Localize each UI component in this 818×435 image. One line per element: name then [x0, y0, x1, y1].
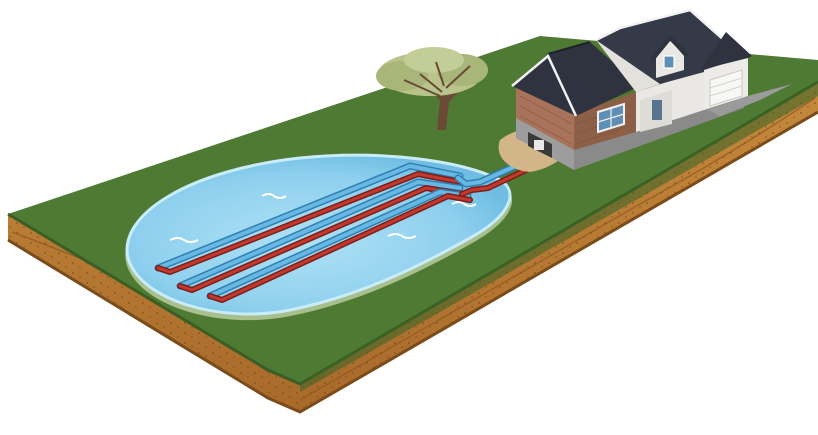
tree-branches	[403, 61, 471, 97]
wave-mark-3	[261, 193, 287, 199]
front-window-mullion	[597, 108, 625, 128]
garage-roof	[700, 32, 752, 70]
dormer-window	[663, 55, 675, 69]
house-foundation-side	[574, 92, 744, 170]
brick-course-2	[519, 105, 573, 135]
dormer-roof	[650, 35, 690, 62]
brick-course-1	[519, 95, 573, 125]
wave-mark-4	[451, 201, 477, 207]
house	[511, 8, 792, 170]
pipe-loop-3-cold-core	[208, 190, 470, 298]
heat-pump-unit	[534, 140, 544, 150]
pipe-loop-1	[154, 162, 464, 275]
garage-door	[709, 69, 743, 107]
garage-door-panels	[709, 77, 743, 97]
pipe-loop-1-hot-core	[156, 172, 462, 274]
pipe-loops	[154, 148, 547, 303]
pipe-loop-3-hot-core	[208, 194, 472, 302]
roof-trim-left	[511, 54, 578, 117]
tree-canopy-top	[404, 47, 464, 73]
pipe-loop-2-cold-core	[178, 180, 462, 288]
brick-course-6	[575, 123, 635, 145]
roof-right-trim	[595, 8, 745, 59]
wave-mark-2	[387, 233, 417, 239]
grass-shade	[300, 82, 818, 392]
tree	[376, 47, 488, 130]
pipe-loop-3	[206, 188, 473, 303]
brick-course-3	[519, 115, 573, 145]
front-door	[652, 100, 662, 120]
wave-mark-1	[169, 237, 199, 243]
house-left-wall	[516, 84, 574, 150]
soil-bottom-edge	[7, 110, 818, 414]
pipe-loop-1-cold-core	[156, 164, 462, 270]
driveway	[708, 84, 792, 116]
roof-left-ridge	[547, 41, 591, 55]
